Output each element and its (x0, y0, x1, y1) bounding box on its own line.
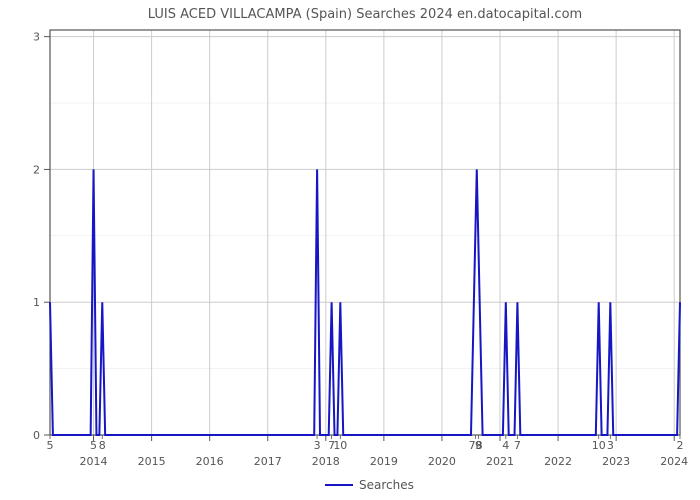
search-chart: LUIS ACED VILLACAMPA (Spain) Searches 20… (0, 0, 700, 500)
minor-x-label: 9 (475, 439, 482, 452)
minor-x-label: 10 (592, 439, 606, 452)
minor-x-label: 3 (607, 439, 614, 452)
legend-label: Searches (359, 478, 414, 492)
x-tick-label: 2018 (312, 455, 340, 468)
x-tick-label: 2020 (428, 455, 456, 468)
x-tick-label: 2019 (370, 455, 398, 468)
minor-x-label: 3 (314, 439, 321, 452)
minor-x-label: 7 (514, 439, 521, 452)
y-tick-label: 0 (33, 429, 40, 442)
y-tick-label: 2 (33, 163, 40, 176)
x-tick-label: 2023 (602, 455, 630, 468)
minor-x-label: 2 (677, 439, 684, 452)
x-tick-label: 2015 (138, 455, 166, 468)
minor-x-label: 5 (90, 439, 97, 452)
x-tick-label: 2014 (80, 455, 108, 468)
y-tick-label: 1 (33, 296, 40, 309)
x-tick-label: 2021 (486, 455, 514, 468)
minor-x-label: 8 (99, 439, 106, 452)
x-tick-label: 2017 (254, 455, 282, 468)
x-tick-label: 2022 (544, 455, 572, 468)
minor-x-label: 10 (333, 439, 347, 452)
y-tick-label: 3 (33, 31, 40, 44)
x-tick-label: 2024 (660, 455, 688, 468)
x-tick-label: 2016 (196, 455, 224, 468)
minor-x-label: 4 (502, 439, 509, 452)
chart-title: LUIS ACED VILLACAMPA (Spain) Searches 20… (148, 7, 582, 22)
minor-x-label: 5 (47, 439, 54, 452)
